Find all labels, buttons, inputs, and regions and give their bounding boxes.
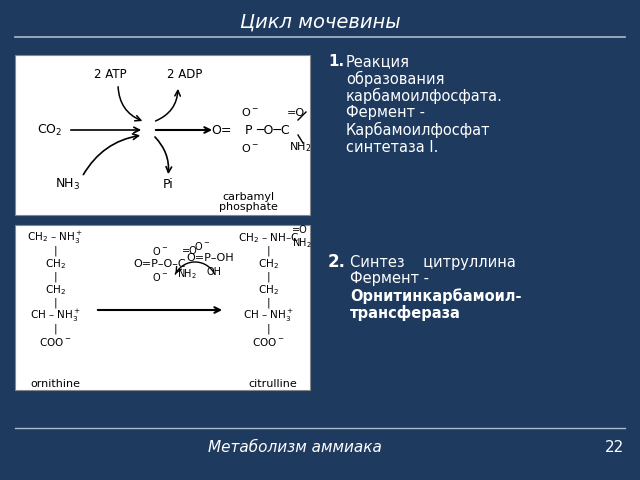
Text: 2 ATP: 2 ATP	[93, 69, 126, 82]
Text: O=P–OH: O=P–OH	[186, 253, 234, 263]
Text: CH – NH$_3^+$: CH – NH$_3^+$	[243, 308, 294, 324]
Text: =O: =O	[287, 108, 305, 118]
Text: 2.: 2.	[328, 253, 346, 271]
Text: =O: =O	[182, 246, 198, 256]
Text: NH$_3$: NH$_3$	[56, 177, 81, 192]
Text: Орнитинкарбамоил-: Орнитинкарбамоил-	[350, 288, 522, 304]
Text: carbamyl: carbamyl	[222, 192, 274, 202]
FancyBboxPatch shape	[15, 55, 310, 215]
Text: =O: =O	[292, 225, 308, 235]
Text: P: P	[244, 123, 252, 136]
Text: |: |	[266, 272, 270, 282]
Text: O$^-$: O$^-$	[194, 240, 210, 252]
Text: Фермент -: Фермент -	[346, 106, 425, 120]
Text: 22: 22	[605, 440, 625, 455]
Text: |: |	[53, 272, 57, 282]
Text: CH$_2$: CH$_2$	[257, 257, 278, 271]
Text: CH – NH$_3^+$: CH – NH$_3^+$	[29, 308, 81, 324]
Text: Синтез    цитруллина: Синтез цитруллина	[350, 254, 516, 269]
Text: карбамоилфосфата.: карбамоилфосфата.	[346, 88, 503, 104]
Text: O$^-$: O$^-$	[152, 271, 168, 283]
Text: синтетаза I.: синтетаза I.	[346, 140, 438, 155]
Text: phosphate: phosphate	[219, 202, 277, 212]
Text: CH$_2$ – NH–C: CH$_2$ – NH–C	[237, 231, 298, 245]
Text: |: |	[266, 298, 270, 308]
Text: ─O─C: ─O─C	[256, 123, 290, 136]
Text: O$^-$: O$^-$	[241, 106, 259, 118]
Text: O=P–O–C: O=P–O–C	[134, 259, 186, 269]
Text: Цикл мочевины: Цикл мочевины	[240, 12, 400, 32]
Text: образования: образования	[346, 71, 445, 87]
Text: |: |	[53, 324, 57, 334]
Text: CH$_2$ – NH$_3^+$: CH$_2$ – NH$_3^+$	[27, 230, 83, 246]
Text: |: |	[266, 246, 270, 256]
Text: O$^-$: O$^-$	[152, 245, 168, 257]
Text: O=: O=	[211, 123, 232, 136]
Text: citrulline: citrulline	[248, 379, 298, 389]
Text: CO$_2$: CO$_2$	[37, 122, 63, 138]
Text: COO$^-$: COO$^-$	[39, 336, 71, 348]
Text: |: |	[53, 298, 57, 308]
Text: CH$_2$: CH$_2$	[257, 283, 278, 297]
Text: O$^-$: O$^-$	[241, 142, 259, 154]
Text: Метаболизм аммиака: Метаболизм аммиака	[208, 440, 382, 455]
FancyBboxPatch shape	[15, 225, 310, 390]
Text: CH$_2$: CH$_2$	[45, 283, 65, 297]
Text: COO$^-$: COO$^-$	[252, 336, 284, 348]
Text: NH$_2$: NH$_2$	[292, 236, 312, 250]
Text: трансфераза: трансфераза	[350, 305, 461, 321]
Text: |: |	[53, 246, 57, 256]
Text: ornithine: ornithine	[30, 379, 80, 389]
Text: Pi: Pi	[163, 178, 173, 191]
Text: OH: OH	[207, 267, 221, 277]
Text: Фермент -: Фермент -	[350, 272, 429, 287]
Text: |: |	[266, 324, 270, 334]
Text: CH$_2$: CH$_2$	[45, 257, 65, 271]
Text: 2 ADP: 2 ADP	[167, 69, 203, 82]
Text: 1.: 1.	[328, 55, 344, 70]
Text: Карбамоилфосфат: Карбамоилфосфат	[346, 122, 490, 138]
Text: NH$_2$: NH$_2$	[177, 267, 197, 281]
Text: NH$_2$: NH$_2$	[289, 140, 311, 154]
Text: Реакция: Реакция	[346, 55, 410, 70]
